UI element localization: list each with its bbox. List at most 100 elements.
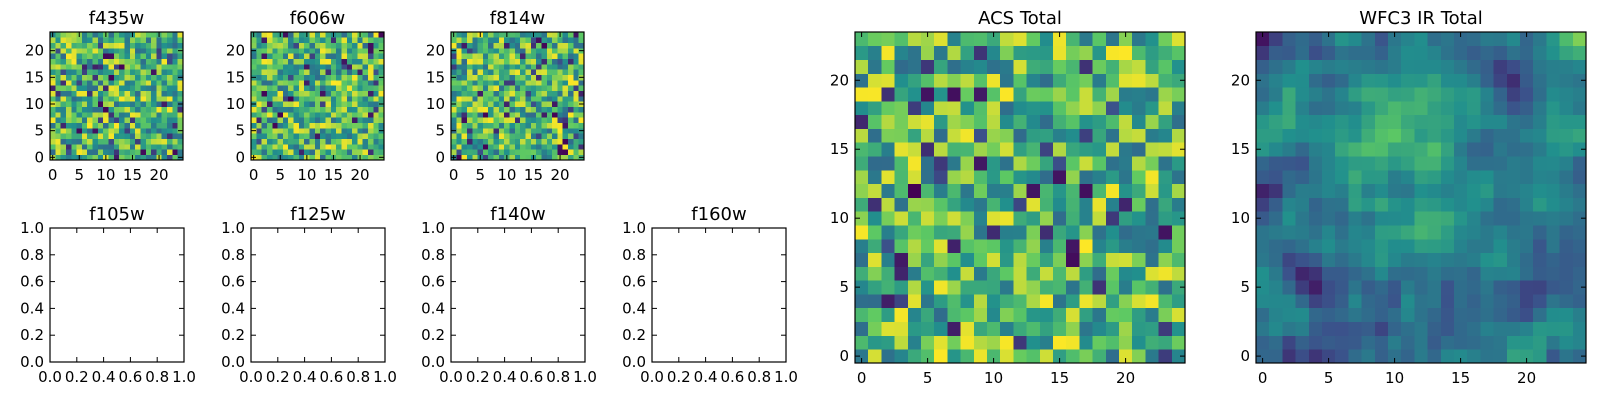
heatmap-cell bbox=[1026, 183, 1041, 198]
heatmap-cell bbox=[514, 96, 521, 102]
heatmap-cell bbox=[568, 117, 574, 124]
heatmap-cell bbox=[461, 58, 468, 65]
heatmap-cell bbox=[1026, 280, 1041, 295]
heatmap-cell bbox=[1572, 142, 1587, 157]
heatmap-cell bbox=[525, 80, 532, 86]
heatmap-cell bbox=[536, 48, 542, 54]
heatmap-cell bbox=[76, 101, 83, 108]
heatmap-cell bbox=[261, 106, 268, 113]
heatmap-cell bbox=[288, 69, 294, 76]
heatmap-cell bbox=[346, 32, 353, 38]
heatmap-cell bbox=[557, 42, 564, 49]
heatmap-cell bbox=[103, 117, 109, 124]
heatmap-cell bbox=[92, 37, 99, 44]
heatmap-cell bbox=[1520, 114, 1534, 129]
heatmap-cell bbox=[1079, 59, 1093, 74]
heatmap-cell bbox=[161, 112, 168, 118]
heatmap-cell bbox=[320, 101, 326, 108]
heatmap-cell bbox=[60, 144, 67, 150]
heatmap-cell bbox=[1282, 349, 1296, 364]
heatmap-cell bbox=[1171, 211, 1186, 226]
heatmap-cell bbox=[266, 144, 273, 150]
heatmap-cell bbox=[92, 58, 99, 65]
heatmap-cell bbox=[456, 112, 463, 118]
heatmap-cell bbox=[1132, 114, 1146, 129]
heatmap-cell bbox=[921, 321, 935, 336]
heatmap-cell bbox=[362, 138, 369, 145]
heatmap-cell bbox=[92, 149, 99, 156]
heatmap-cell bbox=[320, 53, 326, 60]
heatmap-cell bbox=[266, 85, 273, 92]
heatmap-cell bbox=[81, 149, 88, 156]
heatmap-cell bbox=[341, 69, 348, 76]
heatmap-cell bbox=[1053, 183, 1067, 198]
heatmap-cell bbox=[261, 37, 268, 44]
heatmap-cell bbox=[65, 32, 72, 38]
heatmap-cell bbox=[140, 53, 147, 60]
heatmap-cell bbox=[546, 64, 553, 70]
heatmap-cell bbox=[346, 85, 353, 92]
heatmap-cell bbox=[167, 69, 173, 76]
heatmap-cell bbox=[960, 294, 975, 309]
heatmap-cell bbox=[135, 58, 141, 65]
heatmap-cell bbox=[1066, 87, 1080, 102]
heatmap-cell bbox=[341, 106, 348, 113]
heatmap-cell bbox=[881, 349, 895, 364]
heatmap-cell bbox=[934, 252, 948, 267]
heatmap-cell bbox=[1013, 335, 1027, 350]
heatmap-cell bbox=[1493, 321, 1508, 336]
heatmap-cell bbox=[868, 211, 882, 226]
heatmap-cell bbox=[973, 32, 988, 47]
heatmap-cell bbox=[92, 138, 99, 145]
heatmap-cell bbox=[1322, 197, 1336, 212]
heatmap-cell bbox=[167, 96, 173, 102]
heatmap-cell bbox=[1256, 45, 1270, 60]
heatmap-cell bbox=[934, 335, 948, 350]
heatmap-cell bbox=[288, 122, 294, 129]
heatmap-cell bbox=[65, 85, 72, 92]
heatmap-cell bbox=[493, 53, 500, 60]
heatmap-cell bbox=[1295, 252, 1310, 267]
heatmap-cell bbox=[960, 59, 975, 74]
heatmap-cell bbox=[1171, 252, 1186, 267]
heatmap-cell bbox=[947, 87, 961, 102]
heatmap-cell bbox=[288, 133, 294, 140]
heatmap-cell bbox=[520, 37, 526, 44]
heatmap-cell bbox=[482, 112, 489, 118]
heatmap-cell bbox=[1414, 87, 1428, 102]
heatmap-cell bbox=[97, 138, 104, 145]
heatmap-cell bbox=[1026, 225, 1041, 240]
heatmap-cell bbox=[557, 128, 564, 134]
heatmap-cell bbox=[456, 64, 463, 70]
heatmap-cell bbox=[261, 128, 268, 134]
heatmap-cell bbox=[1572, 252, 1587, 267]
heatmap-cell bbox=[357, 64, 364, 70]
heatmap-cell bbox=[509, 53, 516, 60]
heatmap-cell bbox=[172, 53, 179, 60]
heatmap-cell bbox=[272, 64, 278, 70]
axes-frame bbox=[854, 31, 1186, 364]
heatmap-cells bbox=[251, 32, 385, 161]
heatmap-cell bbox=[1066, 156, 1080, 171]
heatmap-cell bbox=[520, 128, 526, 134]
heatmap-cell bbox=[1401, 197, 1415, 212]
heatmap-cell bbox=[108, 154, 115, 161]
heatmap-cell bbox=[135, 128, 141, 134]
heatmap-cell bbox=[167, 106, 173, 113]
heatmap-cell bbox=[65, 154, 72, 161]
heatmap-cell bbox=[573, 154, 580, 161]
heatmap-cell bbox=[1092, 142, 1107, 157]
heatmap-cell bbox=[530, 96, 537, 102]
heatmap-cell bbox=[921, 73, 935, 88]
heatmap-cell bbox=[451, 149, 457, 156]
heatmap-cell bbox=[124, 32, 131, 38]
heatmap-cell bbox=[1493, 73, 1508, 88]
heatmap-cell bbox=[1295, 183, 1310, 198]
y-tick-label: 0.8 bbox=[622, 246, 646, 264]
heatmap-cell bbox=[352, 37, 358, 44]
heatmap-cell bbox=[578, 69, 585, 76]
heatmap-cell bbox=[97, 133, 104, 140]
heatmap-cell bbox=[1559, 280, 1574, 295]
heatmap-cell bbox=[557, 85, 564, 92]
x-tick-label: 15 bbox=[324, 166, 343, 184]
